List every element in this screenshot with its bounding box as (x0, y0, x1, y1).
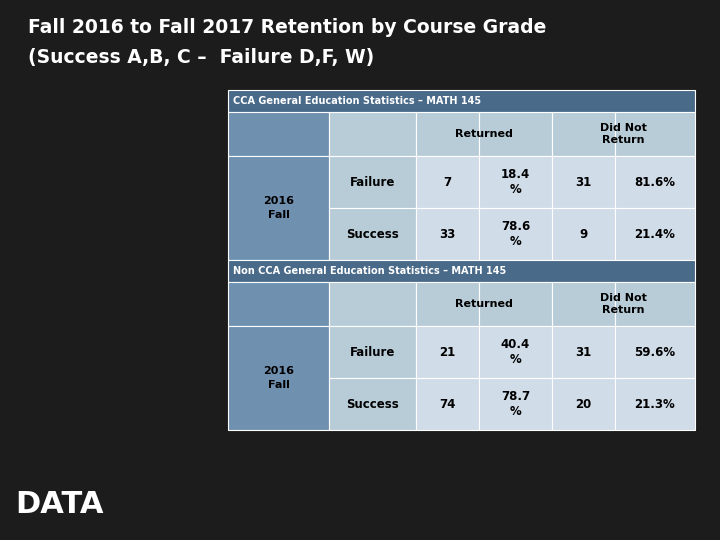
Bar (329, 112, 416, 156)
Bar (479, 326, 552, 378)
Text: 21.3%: 21.3% (634, 397, 675, 410)
Bar (329, 326, 416, 378)
Text: 78.7
%: 78.7 % (501, 390, 530, 418)
Text: DATA: DATA (15, 490, 104, 519)
Text: 2016
Fall: 2016 Fall (263, 367, 294, 389)
Text: Success: Success (346, 227, 399, 240)
Bar (329, 156, 416, 208)
Text: 2016
Fall: 2016 Fall (263, 197, 294, 220)
Text: Did Not
Return: Did Not Return (600, 293, 647, 315)
Text: 21: 21 (439, 346, 456, 359)
Text: 59.6%: 59.6% (634, 346, 675, 359)
Bar (552, 156, 615, 208)
Text: (Success A,B, C –  Failure D,F, W): (Success A,B, C – Failure D,F, W) (28, 48, 374, 67)
Text: 7: 7 (444, 176, 451, 188)
Bar (615, 378, 695, 430)
Bar (615, 282, 695, 326)
Text: Failure: Failure (350, 346, 395, 359)
Bar (479, 156, 552, 208)
Bar (416, 282, 479, 326)
Bar (329, 282, 416, 326)
Bar (228, 156, 329, 260)
Text: Fall 2016 to Fall 2017 Retention by Course Grade: Fall 2016 to Fall 2017 Retention by Cour… (28, 18, 546, 37)
Bar (552, 112, 615, 156)
Bar (228, 282, 329, 326)
Bar (479, 208, 552, 260)
Text: Did Not
Return: Did Not Return (600, 123, 647, 145)
Bar (552, 378, 615, 430)
Bar (479, 378, 552, 430)
Text: 21.4%: 21.4% (634, 227, 675, 240)
Bar (479, 112, 552, 156)
Bar (615, 326, 695, 378)
Text: 74: 74 (439, 397, 456, 410)
Text: 81.6%: 81.6% (634, 176, 675, 188)
Bar (416, 112, 479, 156)
Bar (416, 156, 479, 208)
Bar (552, 326, 615, 378)
Bar (329, 208, 416, 260)
Bar (228, 90, 695, 112)
Text: Success: Success (346, 397, 399, 410)
Bar (228, 260, 695, 282)
Bar (228, 326, 329, 430)
Bar (552, 208, 615, 260)
Text: 31: 31 (575, 346, 592, 359)
Text: Failure: Failure (350, 176, 395, 188)
Text: 20: 20 (575, 397, 592, 410)
Bar (552, 282, 615, 326)
Bar (416, 378, 479, 430)
Bar (479, 282, 552, 326)
Bar (329, 378, 416, 430)
Text: 40.4
%: 40.4 % (501, 338, 530, 366)
Bar (228, 112, 329, 156)
Bar (416, 326, 479, 378)
Text: 31: 31 (575, 176, 592, 188)
Text: 18.4
%: 18.4 % (501, 168, 530, 196)
Bar (615, 208, 695, 260)
Bar (615, 112, 695, 156)
Text: CCA General Education Statistics – MATH 145: CCA General Education Statistics – MATH … (233, 96, 481, 106)
Text: Non CCA General Education Statistics – MATH 145: Non CCA General Education Statistics – M… (233, 266, 506, 276)
Text: Returned: Returned (455, 299, 513, 309)
Bar (615, 156, 695, 208)
Text: 33: 33 (439, 227, 456, 240)
Text: Returned: Returned (455, 129, 513, 139)
Text: 9: 9 (580, 227, 588, 240)
Text: 78.6
%: 78.6 % (501, 220, 530, 248)
Bar (416, 208, 479, 260)
